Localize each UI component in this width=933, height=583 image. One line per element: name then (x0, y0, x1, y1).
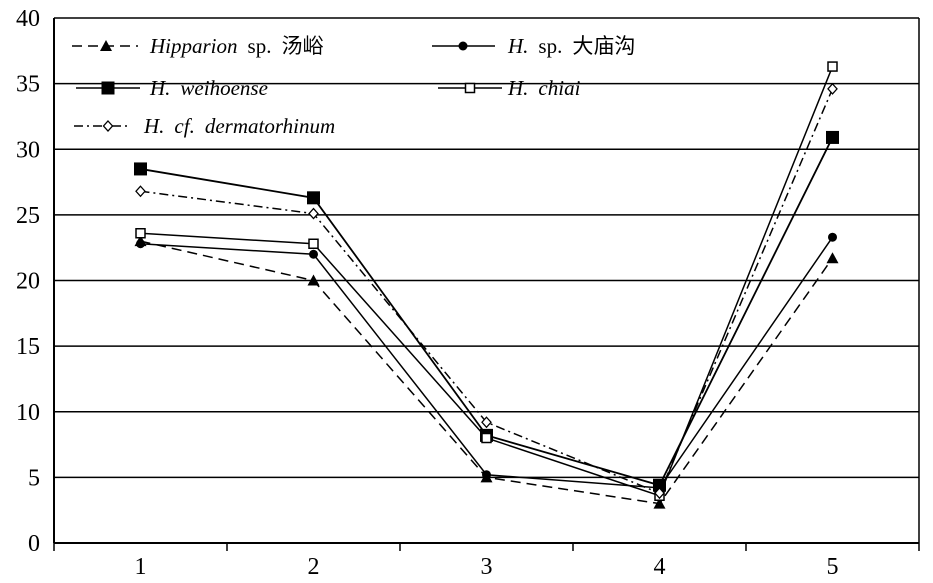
data-point-open-diamond (654, 487, 665, 500)
y-tick-label: 20 (16, 269, 40, 295)
legend-item: H. chiai (438, 76, 581, 100)
legend-label-part: chiai (538, 76, 580, 100)
data-point-square (653, 478, 666, 492)
series-line (140, 236, 834, 489)
legend-label: H. chiai (507, 76, 581, 100)
series-markers-0 (134, 235, 839, 509)
data-point-open-square (308, 238, 319, 249)
data-point-circle (136, 239, 145, 249)
y-tick-label: 25 (16, 203, 40, 229)
series-markers-1 (136, 232, 837, 493)
data-point-open-diamond (827, 82, 838, 95)
y-tick-label: 35 (16, 72, 40, 98)
data-point-triangle (307, 274, 320, 286)
legend: Hipparion sp. 汤峪 H. sp. 大庙沟 H. weihoense H. chiai… (72, 34, 635, 138)
data-point-open-diamond (481, 416, 492, 429)
data-point-triangle (100, 40, 112, 51)
data-point-square (307, 191, 320, 205)
legend-item: Hipparion sp. 汤峪 (72, 34, 323, 58)
series-1 (140, 236, 834, 489)
data-point-triangle (653, 497, 666, 509)
gridlines (54, 17, 919, 479)
data-point-open-square (135, 228, 146, 239)
tick-labels: 0 5 10 15 20 25 30 35 40 1 2 3 4 5 (16, 6, 839, 580)
legend-label-part: H. (507, 34, 528, 58)
legend-label-part: 大庙沟 (572, 34, 635, 58)
legend-item: H. cf. dermatorhinum (74, 114, 335, 138)
data-point-open-diamond (135, 185, 146, 198)
data-point-square (134, 162, 147, 176)
data-point-circle (828, 232, 837, 242)
data-point-circle (458, 41, 468, 51)
y-tick-label: 10 (16, 400, 40, 426)
legend-item: H. sp. 大庙沟 (432, 34, 635, 58)
legend-label-part: sp. (248, 34, 272, 58)
y-tick-label: 30 (16, 137, 40, 163)
legend-label-part: 汤峪 (281, 34, 323, 58)
legend-label-part: cf. (174, 114, 194, 138)
y-tick-label: 40 (16, 6, 40, 32)
data-point-open-diamond (308, 207, 319, 220)
data-point-circle (309, 249, 318, 259)
data-point-open-square (827, 61, 838, 72)
data-point-circle (482, 470, 491, 480)
legend-label: H. weihoense (149, 76, 268, 100)
y-tick-label: 15 (16, 334, 40, 360)
legend-label: Hipparion sp. 汤峪 (149, 34, 323, 58)
data-point-open-diamond (102, 120, 114, 132)
x-tick-label: 5 (827, 554, 839, 580)
legend-label-part: Hipparion (149, 34, 238, 58)
x-tick-label: 2 (308, 554, 320, 580)
legend-label-part: H. (149, 76, 170, 100)
y-tick-label: 0 (28, 531, 40, 557)
data-point-triangle (826, 252, 839, 264)
series-group (134, 61, 839, 509)
data-point-square (826, 130, 839, 144)
x-tick-label: 4 (654, 554, 666, 580)
legend-label-part: weihoense (180, 76, 267, 100)
legend-label-part: sp. (538, 34, 562, 58)
series-markers-4 (135, 82, 838, 500)
legend-label-part: H. (507, 76, 528, 100)
legend-label: H. cf. dermatorhinum (143, 114, 335, 138)
data-point-open-square (481, 432, 492, 444)
legend-item: H. weihoense (76, 76, 268, 100)
axes (53, 18, 920, 551)
legend-label: H. sp. 大庙沟 (507, 34, 635, 58)
data-point-open-square (464, 82, 476, 94)
legend-label-part: dermatorhinum (205, 114, 335, 138)
y-tick-label: 5 (28, 465, 40, 491)
data-point-square (101, 81, 115, 95)
x-tick-label: 1 (135, 554, 147, 580)
x-tick-label: 3 (481, 554, 493, 580)
legend-label-part: H. (143, 114, 164, 138)
